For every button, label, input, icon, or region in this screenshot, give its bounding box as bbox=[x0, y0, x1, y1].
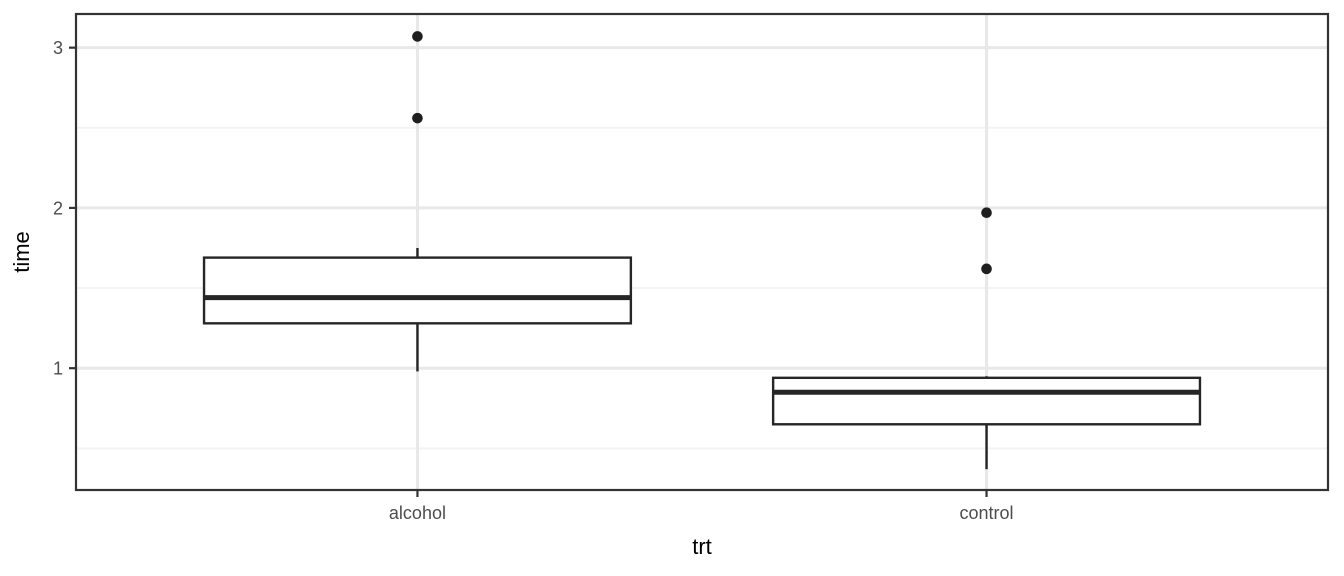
y-tick-label: 3 bbox=[53, 38, 63, 58]
outlier-point-control bbox=[981, 263, 992, 275]
y-tick-label: 1 bbox=[53, 359, 63, 379]
panel-border bbox=[74, 12, 1330, 492]
outlier-point-alcohol bbox=[412, 31, 423, 42]
iqr-box-control bbox=[771, 376, 1202, 426]
x-tick-label-control: control bbox=[960, 503, 1014, 523]
x-tick-label-alcohol: alcohol bbox=[389, 503, 446, 523]
y-tick-label: 2 bbox=[53, 198, 63, 218]
x-axis-title: trt bbox=[692, 534, 712, 559]
iqr-box-alcohol bbox=[202, 256, 633, 325]
y-axis-title: time bbox=[9, 231, 34, 273]
outlier-point-alcohol bbox=[412, 112, 423, 124]
outlier-point-control bbox=[981, 207, 992, 219]
